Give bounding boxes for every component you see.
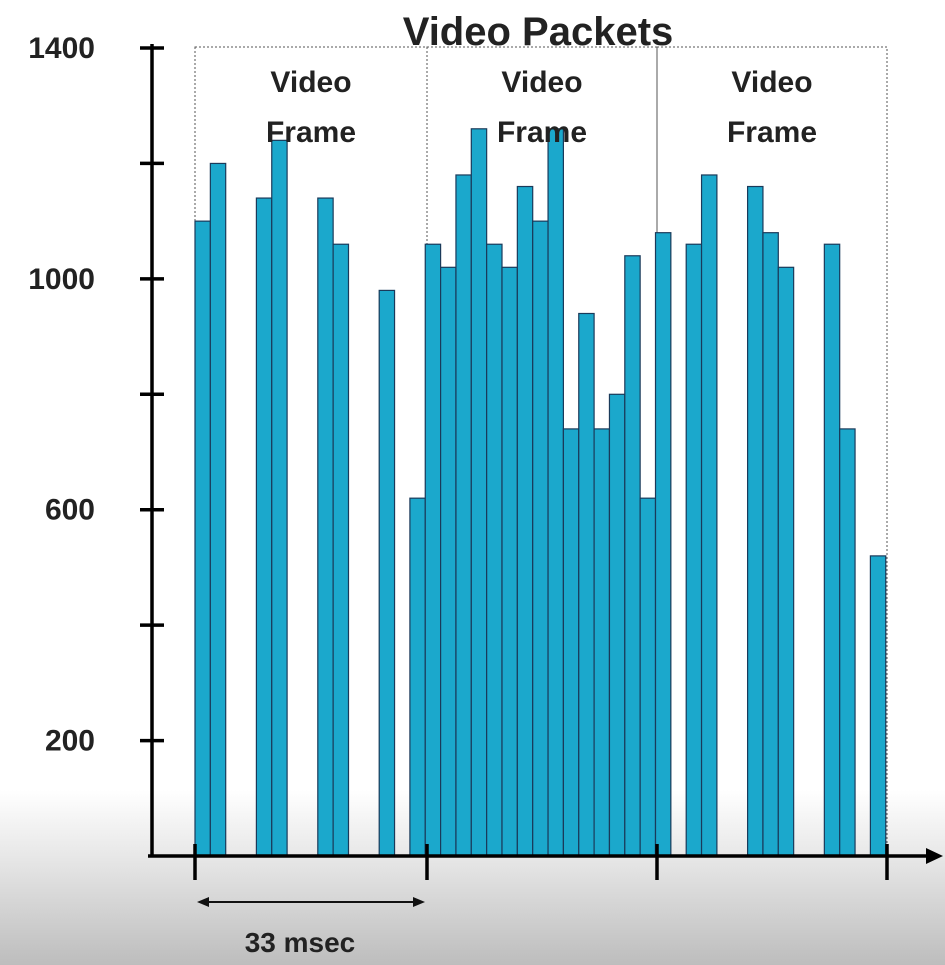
packet-bar bbox=[532, 220, 549, 857]
frame-label: Video bbox=[270, 66, 351, 99]
y-tick-label: 600 bbox=[45, 494, 95, 527]
packet-bar bbox=[593, 428, 611, 857]
y-tick-label: 1000 bbox=[28, 263, 95, 296]
packet-bar bbox=[823, 243, 841, 857]
y-axis-ticks: 1400 1000 600 200 bbox=[28, 32, 164, 758]
interval-arrow-right bbox=[413, 897, 425, 907]
packet-bar bbox=[317, 197, 334, 857]
packet-bar bbox=[608, 393, 626, 857]
packet-bar bbox=[762, 232, 779, 857]
packet-bar bbox=[562, 428, 580, 857]
packet-bar bbox=[839, 428, 856, 857]
packet-bar bbox=[470, 128, 488, 857]
packet-bar bbox=[255, 197, 273, 857]
frame-label: Frame bbox=[727, 116, 817, 149]
packet-bar bbox=[271, 139, 288, 857]
packet-bar bbox=[639, 497, 657, 857]
frame-label: Video bbox=[501, 66, 582, 99]
frame-label: Video bbox=[731, 66, 812, 99]
y-tick-label: 200 bbox=[45, 725, 95, 758]
packet-bar bbox=[440, 266, 457, 857]
y-tick-label: 1400 bbox=[28, 32, 95, 65]
packet-bar bbox=[486, 243, 503, 857]
packet-bar bbox=[654, 232, 672, 857]
bars-group bbox=[194, 128, 887, 857]
x-axis-arrow bbox=[926, 848, 943, 864]
packet-bar bbox=[547, 128, 564, 857]
packet-bar bbox=[777, 266, 795, 857]
packet-bar bbox=[746, 185, 764, 857]
packet-bar bbox=[700, 174, 718, 857]
interval-label: 33 msec bbox=[245, 927, 356, 958]
packet-bar bbox=[332, 243, 350, 857]
packet-bar bbox=[869, 555, 887, 857]
packet-bar bbox=[501, 266, 518, 857]
packet-bar bbox=[685, 243, 703, 857]
packet-bar bbox=[578, 312, 595, 857]
packet-bar bbox=[409, 497, 426, 857]
frame-label: Frame bbox=[266, 116, 356, 149]
packet-bar bbox=[455, 174, 472, 857]
interval-arrow-left bbox=[197, 897, 209, 907]
packet-bar bbox=[209, 162, 227, 857]
packet-bar bbox=[194, 220, 211, 857]
axes bbox=[148, 44, 943, 880]
packet-bar bbox=[378, 289, 396, 857]
frame-label: Frame bbox=[497, 116, 587, 149]
packet-bar bbox=[624, 255, 641, 857]
interval-annotation: 33 msec bbox=[197, 897, 425, 958]
packet-bar bbox=[516, 185, 534, 857]
packet-bar bbox=[424, 243, 442, 857]
